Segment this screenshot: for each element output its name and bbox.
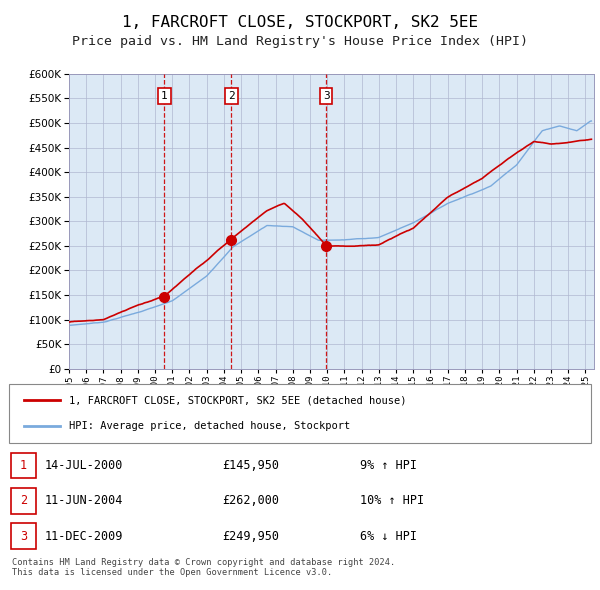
Text: 1, FARCROFT CLOSE, STOCKPORT, SK2 5EE (detached house): 1, FARCROFT CLOSE, STOCKPORT, SK2 5EE (d… [69, 395, 407, 405]
Text: £249,950: £249,950 [222, 530, 279, 543]
Text: 11-DEC-2009: 11-DEC-2009 [45, 530, 124, 543]
Text: HPI: Average price, detached house, Stockport: HPI: Average price, detached house, Stoc… [69, 421, 350, 431]
Text: 9% ↑ HPI: 9% ↑ HPI [360, 459, 417, 472]
Text: 1: 1 [161, 91, 168, 101]
Text: 2: 2 [228, 91, 235, 101]
Text: 3: 3 [20, 530, 27, 543]
Text: £145,950: £145,950 [222, 459, 279, 472]
Text: 10% ↑ HPI: 10% ↑ HPI [360, 494, 424, 507]
Text: £262,000: £262,000 [222, 494, 279, 507]
Text: 11-JUN-2004: 11-JUN-2004 [45, 494, 124, 507]
Text: 3: 3 [323, 91, 330, 101]
Text: Contains HM Land Registry data © Crown copyright and database right 2024.
This d: Contains HM Land Registry data © Crown c… [12, 558, 395, 577]
Text: 2: 2 [20, 494, 27, 507]
Text: 1: 1 [20, 459, 27, 472]
Text: 1, FARCROFT CLOSE, STOCKPORT, SK2 5EE: 1, FARCROFT CLOSE, STOCKPORT, SK2 5EE [122, 15, 478, 30]
Text: 14-JUL-2000: 14-JUL-2000 [45, 459, 124, 472]
Text: 6% ↓ HPI: 6% ↓ HPI [360, 530, 417, 543]
Text: Price paid vs. HM Land Registry's House Price Index (HPI): Price paid vs. HM Land Registry's House … [72, 35, 528, 48]
